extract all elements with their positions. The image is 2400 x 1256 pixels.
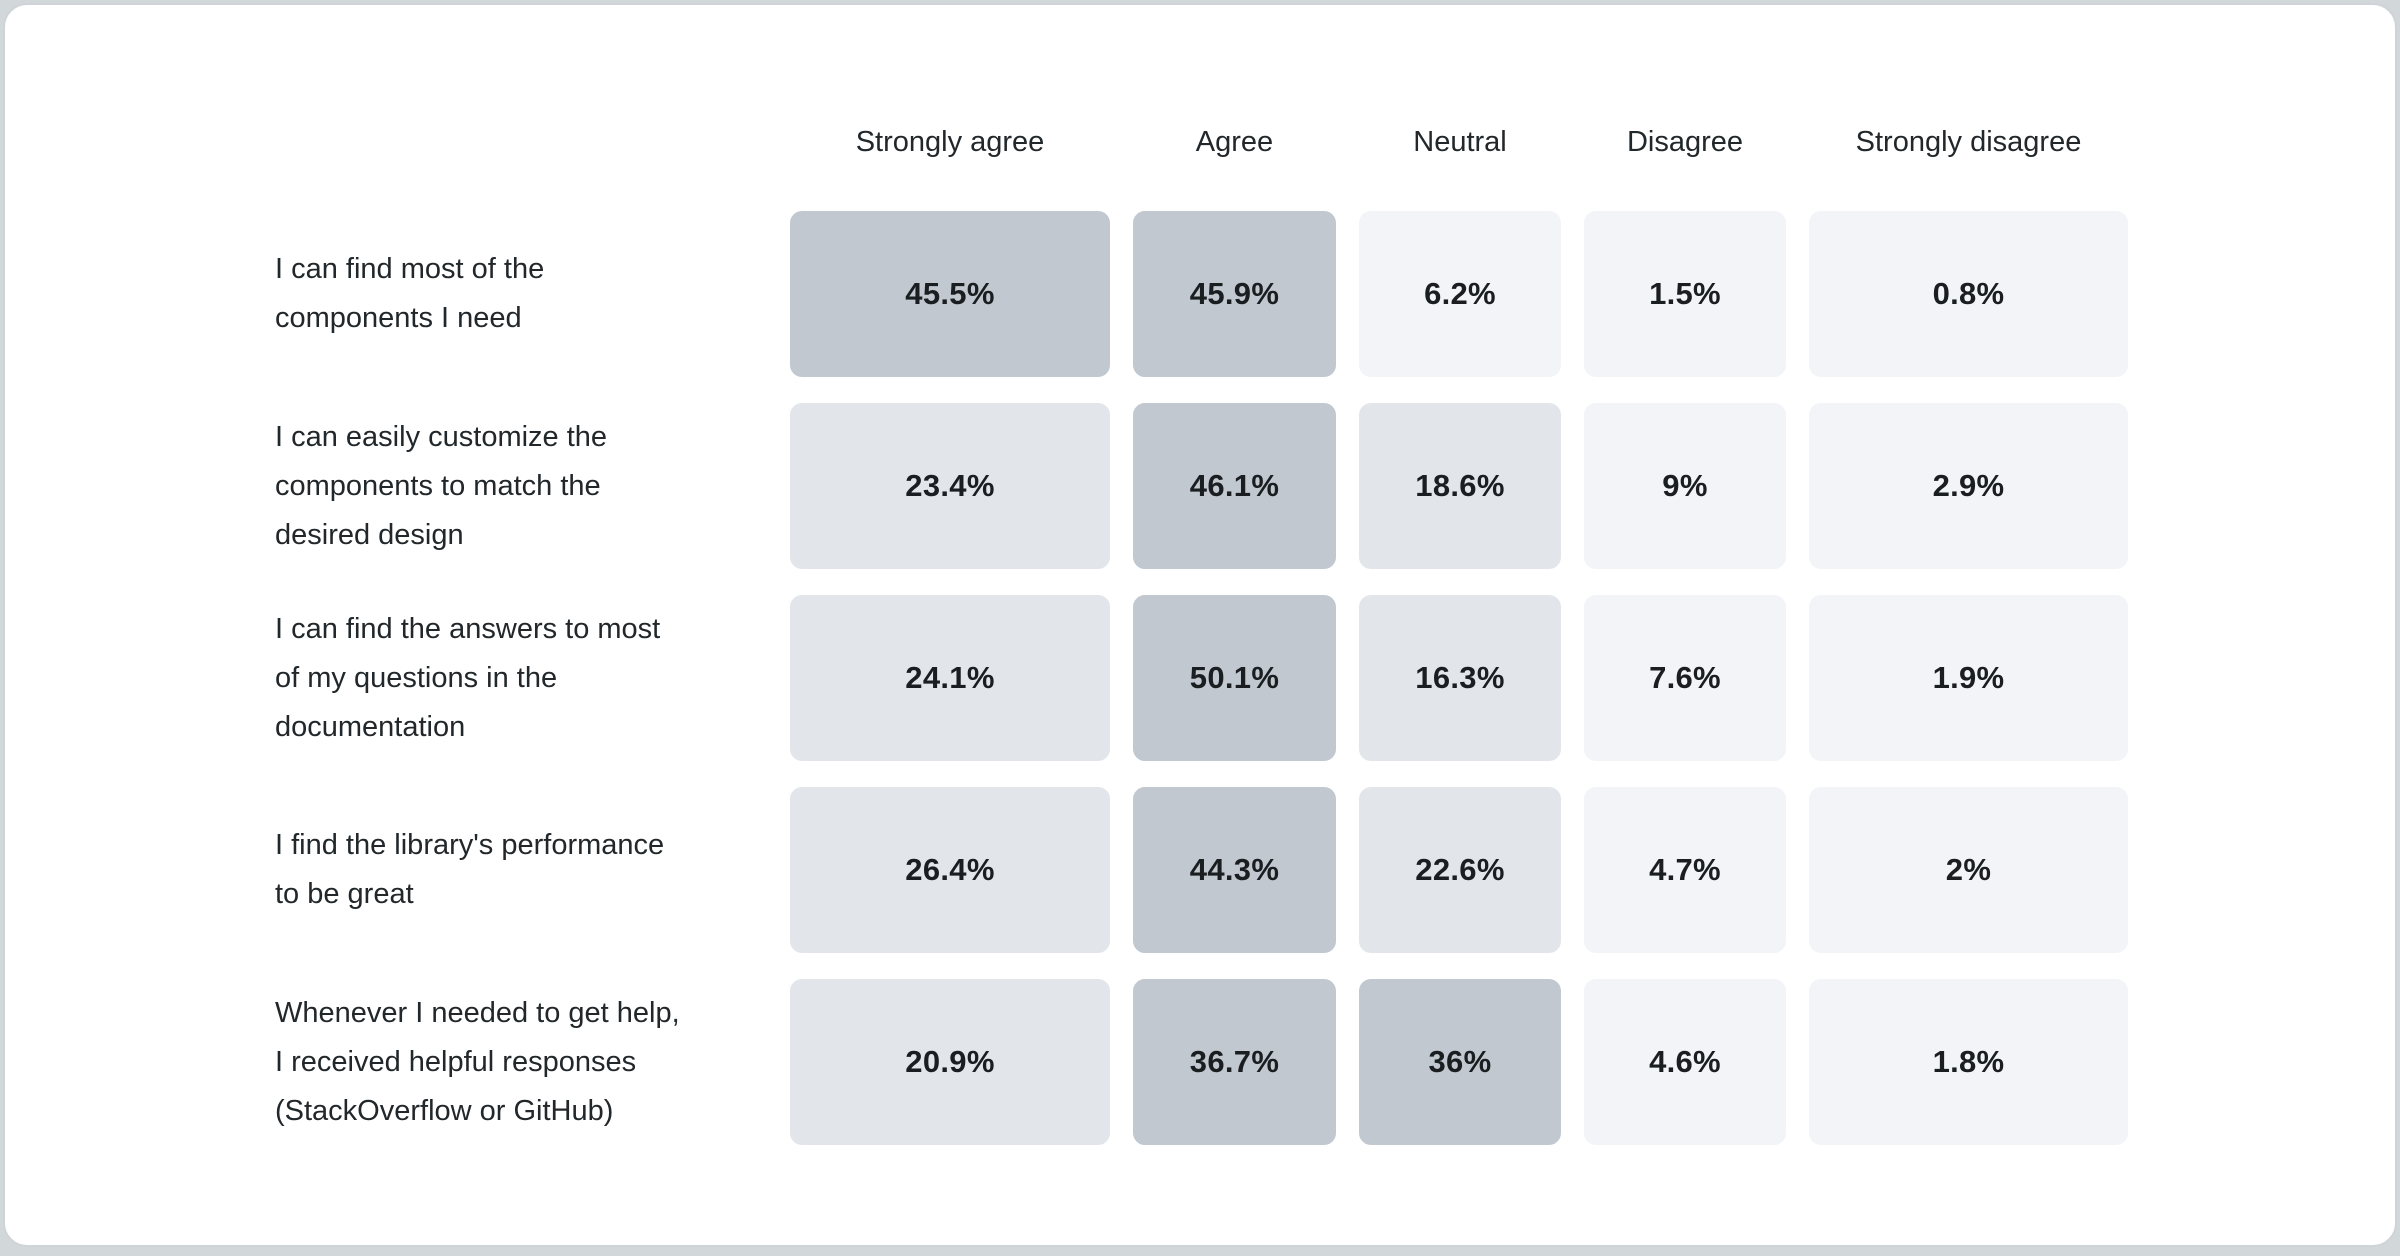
likert-heatmap: Strongly agree Agree Neutral Disagree Strong… bbox=[275, 126, 2128, 1145]
header-row: Strongly agree Agree Neutral Disagree Strong… bbox=[275, 126, 2128, 159]
heatmap-cell-r3-c0: 26.4% bbox=[790, 787, 1110, 953]
survey-results-card: Strongly agree Agree Neutral Disagree Strong… bbox=[3, 3, 2397, 1247]
heatmap-cell-r4-c1: 36.7% bbox=[1133, 979, 1336, 1145]
heatmap-body: I can find most of the components I need… bbox=[275, 211, 2128, 1145]
heatmap-cell-r3-c3: 4.7% bbox=[1584, 787, 1786, 953]
column-header-3: Disagree bbox=[1626, 126, 1744, 158]
heatmap-cell-r4-c2: 36% bbox=[1359, 979, 1561, 1145]
heatmap-cell-r2-c1: 50.1% bbox=[1133, 595, 1336, 761]
heatmap-cell-r0-c1: 45.9% bbox=[1133, 211, 1336, 377]
heatmap-cell-r2-c4: 1.9% bbox=[1809, 595, 2128, 761]
heatmap-cell-r0-c2: 6.2% bbox=[1359, 211, 1561, 377]
heatmap-cell-r0-c3: 1.5% bbox=[1584, 211, 1786, 377]
column-header-2: Neutral bbox=[1413, 126, 1507, 158]
heatmap-cell-r3-c1: 44.3% bbox=[1133, 787, 1336, 953]
heatmap-cell-r1-c0: 23.4% bbox=[790, 403, 1110, 569]
heatmap-cell-r0-c4: 0.8% bbox=[1809, 211, 2128, 377]
heatmap-cell-r2-c0: 24.1% bbox=[790, 595, 1110, 761]
row-label-1: I can easily customize the components to… bbox=[275, 420, 608, 551]
heatmap-cell-r4-c0: 20.9% bbox=[790, 979, 1110, 1145]
row-label-4: Whenever I needed to get help, I receive… bbox=[275, 996, 680, 1127]
heatmap-cell-r4-c3: 4.6% bbox=[1584, 979, 1786, 1145]
heatmap-cell-r4-c4: 1.8% bbox=[1809, 979, 2128, 1145]
column-header-1: Agree bbox=[1195, 126, 1274, 158]
heatmap-cell-r3-c4: 2% bbox=[1809, 787, 2128, 953]
heatmap-cell-r3-c2: 22.6% bbox=[1359, 787, 1561, 953]
heatmap-cell-r1-c2: 18.6% bbox=[1359, 403, 1561, 569]
column-header-4: Strongly disagree bbox=[1855, 126, 2082, 158]
row-label-0: I can find most of the components I need bbox=[275, 253, 545, 334]
heatmap-cell-r1-c4: 2.9% bbox=[1809, 403, 2128, 569]
column-header-0: Strongly agree bbox=[855, 126, 1045, 158]
heatmap-cell-r2-c2: 16.3% bbox=[1359, 595, 1561, 761]
heatmap-cell-r1-c1: 46.1% bbox=[1133, 403, 1336, 569]
row-label-2: I can find the answers to most of my que… bbox=[275, 612, 661, 743]
heatmap-cell-r0-c0: 45.5% bbox=[790, 211, 1110, 377]
heatmap-cell-r2-c3: 7.6% bbox=[1584, 595, 1786, 761]
heatmap-cell-r1-c3: 9% bbox=[1584, 403, 1786, 569]
header-spacer bbox=[275, 126, 767, 159]
row-label-3: I find the library's performance to be g… bbox=[275, 829, 665, 910]
